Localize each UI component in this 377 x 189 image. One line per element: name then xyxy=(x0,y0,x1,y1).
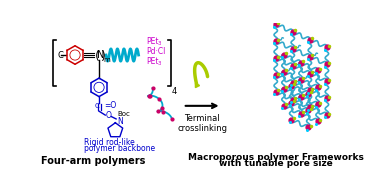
Text: 3: 3 xyxy=(158,41,161,46)
Text: (: ( xyxy=(94,50,99,63)
Text: Four-arm polymers: Four-arm polymers xyxy=(41,156,146,166)
Text: C: C xyxy=(94,103,99,109)
Text: m: m xyxy=(104,57,110,63)
Text: PEt: PEt xyxy=(146,37,159,46)
Text: Terminal
crosslinking: Terminal crosslinking xyxy=(177,114,227,133)
Text: N: N xyxy=(117,117,123,126)
Text: Pd·Cl: Pd·Cl xyxy=(146,47,166,57)
Text: Rigid rod-like: Rigid rod-like xyxy=(84,138,135,146)
Text: 3: 3 xyxy=(158,61,161,66)
Text: ): ) xyxy=(101,50,106,63)
Text: PEt: PEt xyxy=(146,57,159,67)
Text: Boc: Boc xyxy=(118,111,130,117)
Text: O: O xyxy=(106,111,112,120)
Text: polymer backbone: polymer backbone xyxy=(84,144,155,153)
Text: C: C xyxy=(57,50,63,60)
Text: =O: =O xyxy=(104,101,117,110)
Text: with tunable pore size: with tunable pore size xyxy=(219,159,333,168)
Text: 4: 4 xyxy=(172,87,177,96)
Text: N: N xyxy=(98,50,105,60)
Text: Macroporous polymer Frameworks: Macroporous polymer Frameworks xyxy=(188,153,364,162)
